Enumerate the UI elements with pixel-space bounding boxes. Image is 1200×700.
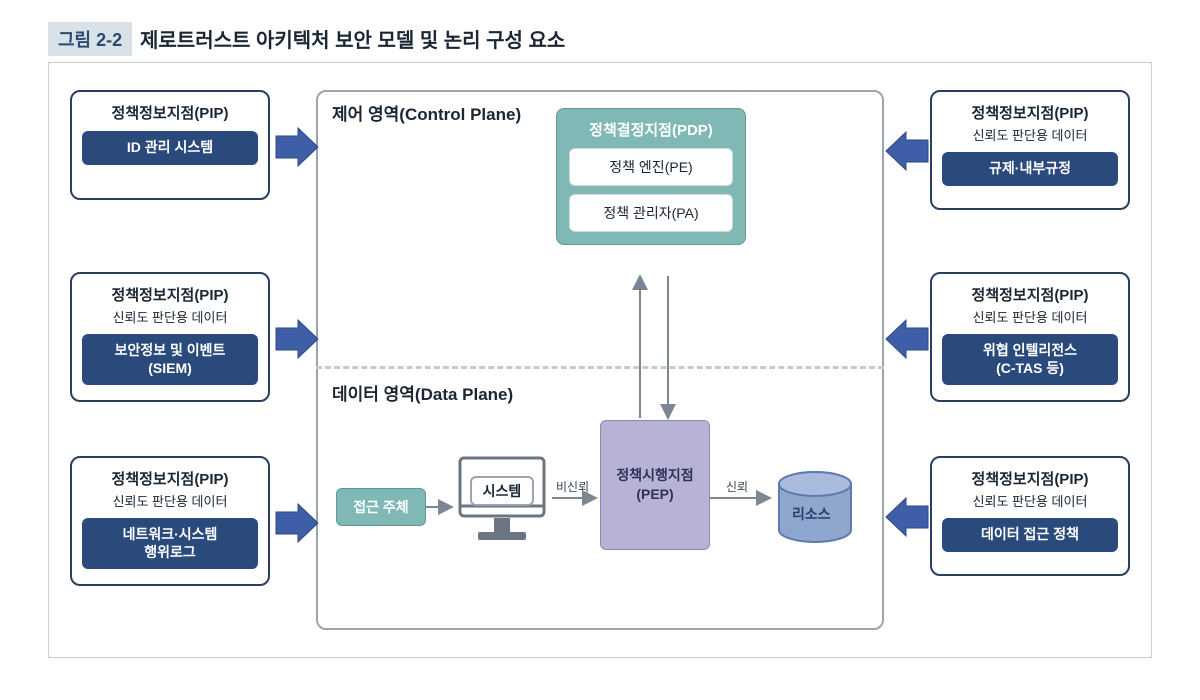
- pip-button: 규제·내부규정: [942, 152, 1118, 186]
- pip-button: 보안정보 및 이벤트(SIEM): [82, 334, 258, 385]
- big-arrow-left-0: [274, 124, 320, 170]
- pip-card-right-0: 정책정보지점(PIP) 신뢰도 판단용 데이터규제·내부규정: [930, 90, 1130, 210]
- pip-card-left-2: 정책정보지점(PIP) 신뢰도 판단용 데이터네트워크·시스템행위로그: [70, 456, 270, 586]
- pip-title: 정책정보지점(PIP): [112, 284, 229, 305]
- pip-button: 네트워크·시스템행위로그: [82, 518, 258, 569]
- pip-title: 정책정보지점(PIP): [972, 468, 1089, 489]
- pip-card-right-2: 정책정보지점(PIP) 신뢰도 판단용 데이터데이터 접근 정책: [930, 456, 1130, 576]
- pip-title: 정책정보지점(PIP): [972, 284, 1089, 305]
- pip-subtitle: 신뢰도 판단용 데이터: [973, 307, 1088, 326]
- big-arrow-left-1: [274, 316, 320, 362]
- pip-button: ID 관리 시스템: [82, 131, 258, 165]
- pip-subtitle: 신뢰도 판단용 데이터: [113, 307, 228, 326]
- pip-button: 위협 인텔리전스(C-TAS 등): [942, 334, 1118, 385]
- pip-card-right-1: 정책정보지점(PIP) 신뢰도 판단용 데이터위협 인텔리전스(C-TAS 등): [930, 272, 1130, 402]
- pip-title: 정책정보지점(PIP): [112, 102, 229, 123]
- pip-subtitle: 신뢰도 판단용 데이터: [973, 125, 1088, 144]
- pip-subtitle: 신뢰도 판단용 데이터: [973, 491, 1088, 510]
- big-arrow-right-0: [884, 128, 930, 174]
- big-arrow-right-1: [884, 316, 930, 362]
- big-arrow-right-2: [884, 494, 930, 540]
- pip-subtitle: 신뢰도 판단용 데이터: [113, 491, 228, 510]
- pip-card-left-0: 정책정보지점(PIP) ID 관리 시스템: [70, 90, 270, 200]
- big-arrow-left-2: [274, 500, 320, 546]
- pip-title: 정책정보지점(PIP): [972, 102, 1089, 123]
- pip-card-left-1: 정책정보지점(PIP) 신뢰도 판단용 데이터보안정보 및 이벤트(SIEM): [70, 272, 270, 402]
- pip-title: 정책정보지점(PIP): [112, 468, 229, 489]
- pip-button: 데이터 접근 정책: [942, 518, 1118, 552]
